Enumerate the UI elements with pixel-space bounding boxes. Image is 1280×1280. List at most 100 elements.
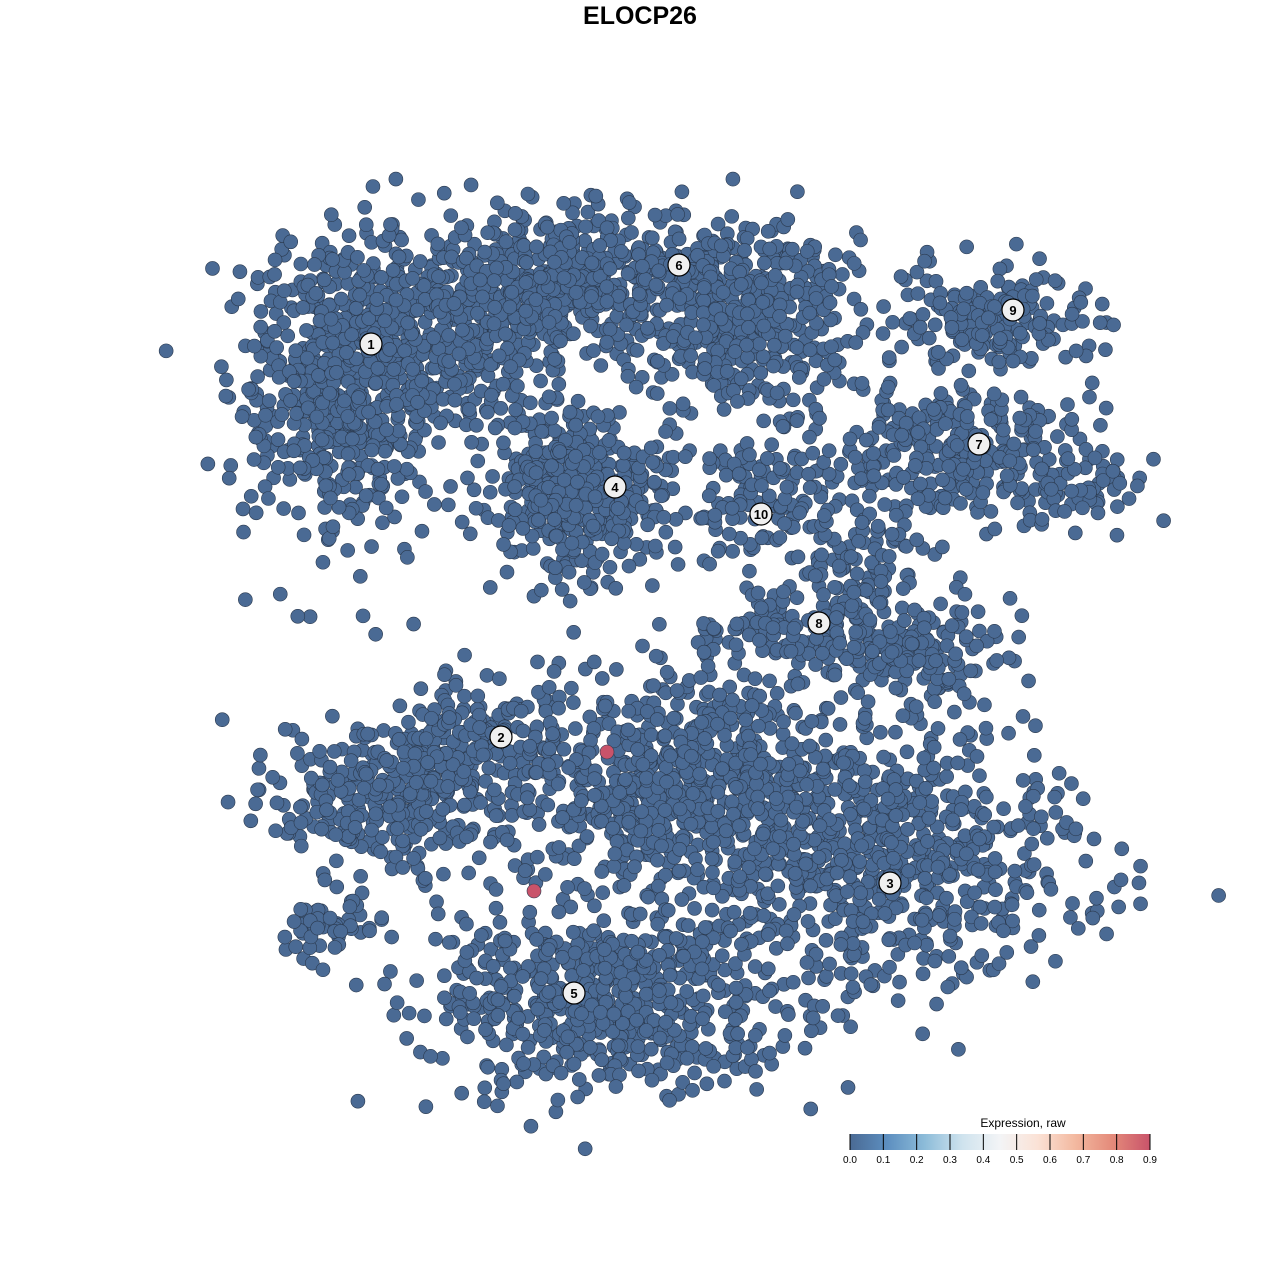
cell-point-cluster-5 — [714, 761, 730, 777]
cell-point-cluster-4 — [534, 424, 550, 439]
cell-point-cluster-5 — [561, 760, 576, 775]
cell-point-cluster-3 — [1028, 718, 1043, 733]
cell-point-cluster-6 — [714, 238, 729, 254]
cell-point-cluster-2 — [391, 732, 407, 747]
cell-point-cluster-5 — [770, 878, 786, 894]
cell-point-cluster-5 — [681, 918, 696, 933]
cell-point-cluster-6 — [644, 230, 660, 246]
cell-point-cluster-4 — [496, 537, 511, 552]
cell-point-cluster-4 — [547, 560, 563, 575]
cell-point-cluster-3 — [999, 945, 1015, 960]
cell-point-cluster-5 — [550, 1092, 566, 1108]
cell-point-cluster-5 — [515, 1026, 531, 1042]
cell-point-cluster-5 — [459, 916, 474, 932]
cell-point-cluster-1 — [158, 343, 174, 359]
cell-point-cluster-3 — [1048, 805, 1064, 820]
cell-point-cluster-5 — [496, 1076, 511, 1091]
cell-point-cluster-3 — [1007, 863, 1023, 879]
cell-point-cluster-6 — [411, 192, 426, 207]
cell-point-cluster-5 — [805, 1010, 821, 1026]
cell-point-cluster-2 — [407, 746, 423, 762]
cell-point-cluster-5 — [728, 994, 744, 1010]
cell-point-cluster-5 — [583, 733, 598, 748]
cell-point-cluster-3 — [977, 807, 993, 823]
cell-point-cluster-3 — [953, 960, 969, 975]
cell-point-cluster-4 — [601, 433, 617, 448]
cell-point-cluster-3 — [978, 720, 994, 736]
cell-point-cluster-1 — [200, 456, 216, 472]
cell-point-cluster-5 — [570, 1089, 585, 1105]
cell-point-cluster-6 — [769, 385, 785, 401]
cell-point-cluster-2 — [368, 806, 384, 822]
cell-point-cluster-2 — [440, 779, 456, 794]
cell-point-cluster-5 — [854, 838, 869, 854]
cell-point-cluster-5 — [520, 790, 535, 806]
cell-point-cluster-5 — [730, 1026, 745, 1041]
cell-point-cluster-5 — [676, 948, 691, 964]
cell-point-cluster-6 — [490, 195, 505, 211]
cell-point-cluster-1 — [253, 319, 269, 335]
cell-point-cluster-5 — [591, 1068, 607, 1083]
cell-point-cluster-5 — [639, 986, 654, 1002]
cell-point-cluster-5 — [789, 799, 804, 815]
cell-point-cluster-5 — [327, 940, 343, 955]
cell-point-cluster-5 — [679, 984, 695, 999]
cell-point-cluster-1 — [309, 409, 325, 425]
cell-point-cluster-1 — [433, 415, 448, 431]
cell-point-cluster-3 — [800, 914, 816, 929]
cell-point-cluster-3 — [818, 732, 834, 748]
cell-point-cluster-1 — [551, 376, 567, 392]
cell-point-cluster-6 — [357, 200, 373, 215]
cell-point-cluster-6 — [670, 207, 685, 222]
cell-point-cluster-2 — [315, 962, 331, 978]
cell-point-cluster-5 — [472, 720, 487, 735]
cell-point-cluster-6 — [388, 292, 404, 308]
cell-point-cluster-4 — [629, 536, 644, 552]
cell-point-cluster-5 — [725, 692, 740, 708]
cell-point-cluster-5 — [884, 835, 899, 850]
cell-point-cluster-2 — [269, 795, 285, 811]
cell-point-cluster-1 — [246, 452, 262, 467]
cell-point-cluster-1 — [296, 527, 312, 543]
cell-point-cluster-6 — [697, 361, 713, 376]
cell-point-cluster-6 — [477, 244, 493, 260]
cell-point-cluster-5 — [666, 710, 682, 726]
cell-point-cluster-4 — [648, 538, 663, 554]
cell-point-cluster-5 — [658, 1014, 674, 1030]
cell-point-cluster-5 — [529, 932, 544, 947]
cell-point-cluster-6 — [725, 171, 741, 187]
cell-point-cluster-5 — [383, 964, 398, 979]
cell-point-cluster-1 — [364, 442, 380, 458]
cell-point-cluster-3 — [927, 953, 943, 969]
cell-point-cluster-5 — [618, 772, 633, 787]
cell-point-cluster-2 — [373, 844, 389, 860]
cell-point-cluster-1 — [293, 256, 309, 272]
cell-point-cluster-5 — [617, 977, 633, 992]
cell-point-cluster-5 — [683, 816, 699, 832]
cell-point-cluster-2 — [314, 821, 329, 837]
cell-point-cluster-1 — [341, 467, 357, 482]
cell-point-cluster-1 — [235, 501, 251, 517]
cell-point-cluster-6 — [475, 289, 490, 305]
cell-point-cluster-5 — [350, 1093, 366, 1109]
cell-point-cluster-6 — [853, 232, 868, 248]
cell-point-cluster-6 — [754, 275, 769, 291]
cell-point-cluster-5 — [734, 936, 749, 952]
cell-point-cluster-1 — [236, 524, 251, 540]
cell-point-cluster-6 — [762, 241, 778, 257]
cell-point-cluster-2 — [395, 833, 410, 849]
cell-point-cluster-5 — [490, 1098, 505, 1114]
cell-point-cluster-6 — [777, 328, 793, 344]
cell-point-cluster-3 — [988, 882, 1003, 898]
cell-point-cluster-6 — [412, 254, 428, 269]
cell-point-cluster-5 — [638, 770, 654, 786]
cell-point-cluster-6 — [566, 326, 581, 341]
cell-point-cluster-6 — [498, 234, 514, 250]
cell-point-cluster-2 — [401, 714, 416, 730]
cell-point-cluster-5 — [840, 1080, 856, 1095]
cell-point-cluster-3 — [747, 959, 763, 974]
cell-point-cluster-5 — [748, 1028, 763, 1043]
cell-point-cluster-5 — [815, 999, 830, 1014]
cell-point-cluster-1 — [400, 550, 415, 565]
